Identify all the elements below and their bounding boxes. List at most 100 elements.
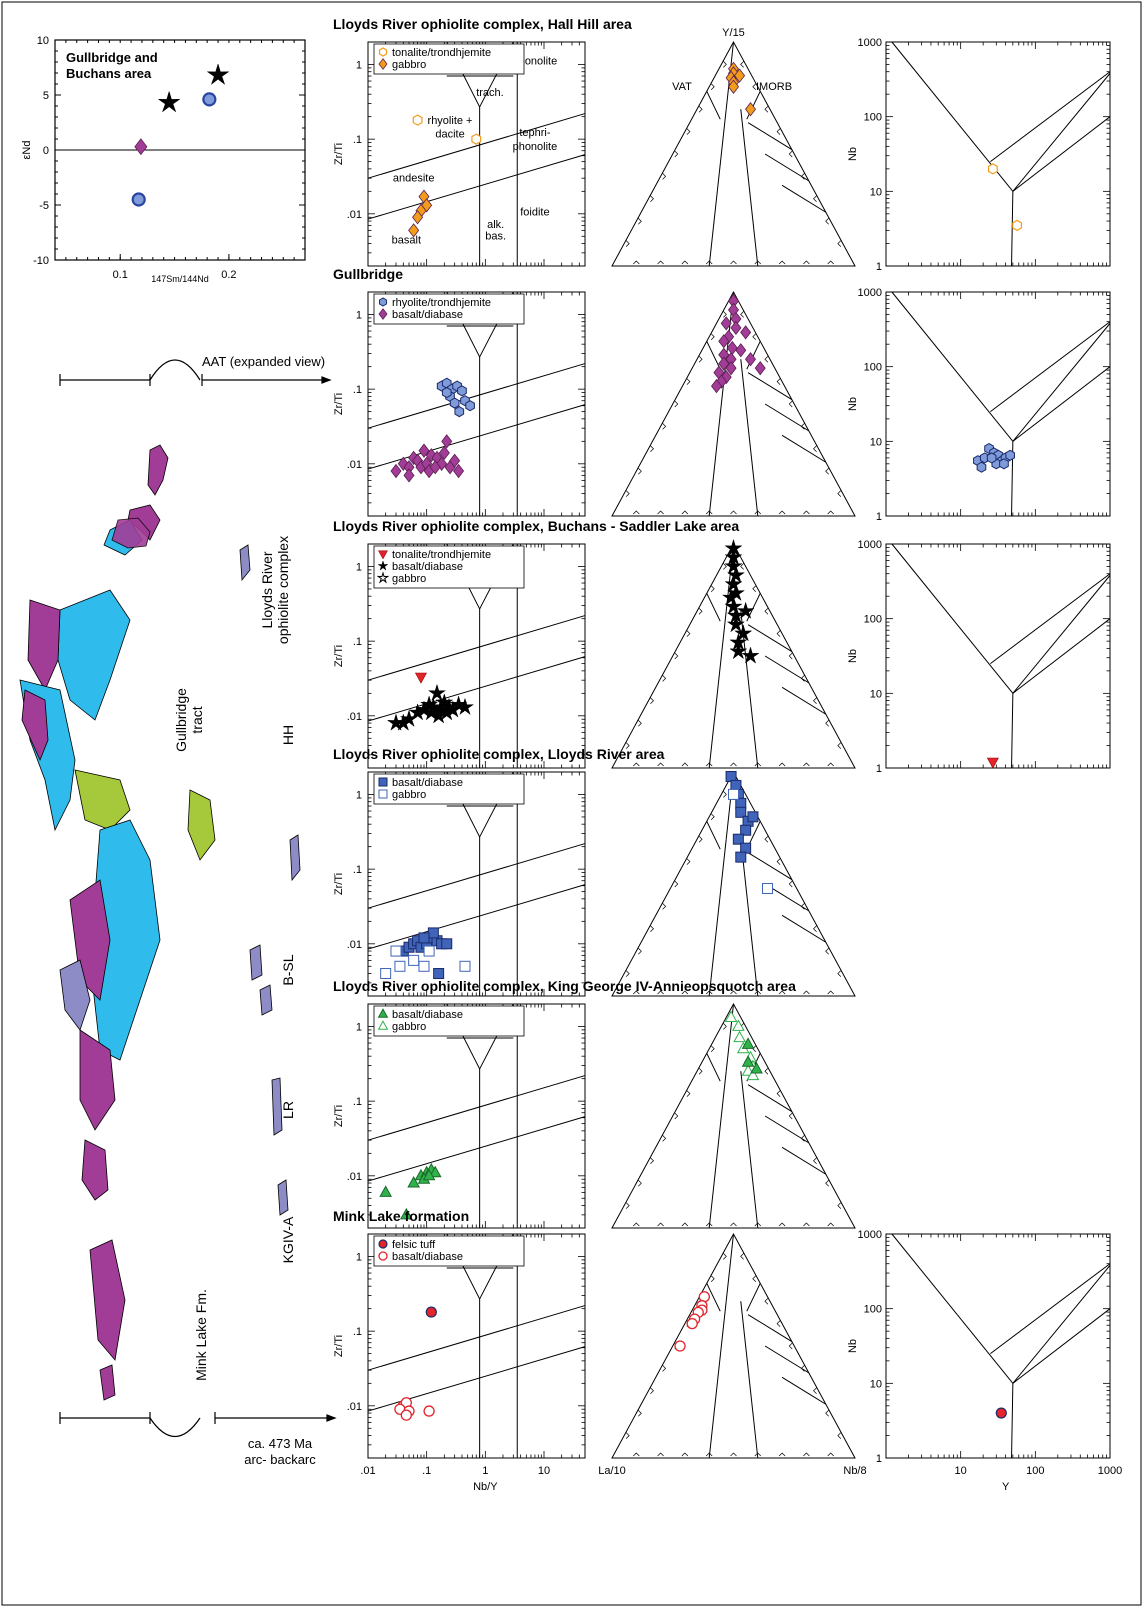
nby-point [995, 1407, 1007, 1419]
ternary-point [728, 788, 739, 800]
ternary-point [741, 646, 760, 664]
ternary-tick [813, 1157, 817, 1165]
zr-point [390, 945, 402, 957]
zr-legend-marker [378, 58, 388, 70]
ternary-line [781, 434, 827, 463]
nby-field-line [990, 1263, 1111, 1355]
ternary-tick [681, 1452, 689, 1457]
ternary-frame [611, 542, 856, 769]
ternary-tick [723, 791, 727, 798]
panel-row-4: Lloyds River ophiolite complex, King Geo… [333, 978, 856, 1229]
ternary-tick [662, 173, 667, 180]
zr-legend-label: basalt/diabase [392, 1251, 463, 1263]
ternary-tick [662, 1135, 667, 1142]
panel-row-0: Lloyds River ophiolite complex, Hall Hil… [333, 16, 1111, 273]
ternary-tick [800, 675, 805, 682]
ternary-tick [650, 1387, 654, 1395]
ternary-line [708, 109, 727, 267]
ternary-tick [625, 1202, 630, 1209]
nby-xlabel: Y [1002, 1481, 1010, 1493]
zr-ti-plot: 1 .1 .01 Zr/Ti .01 .1 1 10 Nb/Y felsic tuffbasalt… [333, 1233, 586, 1493]
nd-point [131, 192, 146, 207]
ternary-tick [681, 510, 689, 515]
ternary-tick [705, 762, 713, 767]
nby-xtick-label: 1000 [1098, 1465, 1122, 1477]
nby-ytick-label: 10 [870, 186, 882, 198]
ternary-tick [638, 1179, 642, 1187]
ternary-line [747, 1314, 793, 1342]
zr-ytick-label: .01 [347, 459, 362, 471]
zr-legend-box [373, 1235, 525, 1267]
zr-field-label: alk. [487, 219, 504, 231]
ternary-tick [800, 1135, 805, 1142]
ternary-point [734, 623, 753, 642]
ternary-tick [730, 260, 737, 265]
nd-ylabel: εNd [21, 141, 33, 160]
ternary-tick [723, 61, 727, 68]
nby-field-line [1012, 116, 1111, 192]
ternary-point [725, 361, 737, 376]
zr-legend-label: basalt/diabase [392, 1009, 463, 1021]
zr-ytick-label: .1 [353, 636, 362, 648]
ternary-point [727, 79, 740, 94]
zr-legend-marker [378, 789, 388, 799]
nby-field-line [1011, 191, 1014, 267]
ternary-tick [681, 1222, 689, 1227]
ternary-tick [754, 510, 762, 515]
nby-field-line [891, 1233, 1014, 1384]
ternary-tick [650, 445, 654, 453]
ternary-line [747, 122, 793, 150]
zr-xtick-label: 1 [482, 1465, 488, 1477]
nd-point [157, 90, 181, 113]
ternary-frame [611, 770, 856, 997]
ternary-point [740, 824, 752, 836]
ternary-tick [662, 903, 667, 910]
ternary-tick [633, 1452, 640, 1457]
zr-point [441, 938, 453, 950]
ternary-line [746, 341, 761, 370]
ternary-line [740, 1301, 759, 1459]
zr-legend-label: basalt/diabase [392, 309, 463, 321]
zr-ytick-label: .01 [347, 1171, 362, 1183]
ternary-line [706, 1283, 721, 1312]
ternary-tick [788, 150, 793, 158]
zr-point [457, 385, 467, 397]
lloyds-label-line2: ophiolite complex [275, 536, 291, 644]
top-bracket [59, 359, 332, 386]
ternary-tick [754, 1222, 762, 1227]
panel-row-1: Gullbridge 1 .1 .01 Zr/Ti rhyolite/trondhjemi… [333, 266, 1111, 523]
zr-point [419, 695, 439, 713]
ternary-tick [788, 1342, 793, 1350]
nby-ytick-label: 1 [876, 261, 882, 273]
ternary-frame [611, 1002, 856, 1229]
zr-field-line [367, 154, 586, 220]
ternary-tick [803, 1222, 810, 1227]
ternary-tick [752, 585, 757, 593]
nby-point [1005, 449, 1015, 461]
zr-legend-box [373, 293, 525, 325]
ternary-tick [686, 378, 691, 385]
zr-point [441, 434, 453, 449]
nby-point [976, 461, 987, 473]
ternary-tick [705, 990, 713, 995]
ternary-tick [764, 355, 769, 363]
ternary-tick [633, 1222, 640, 1227]
ternary-plot: Y/15 VAT IMORB [611, 27, 856, 267]
ternary-point [740, 325, 752, 340]
zr-ytick-label: .1 [353, 1096, 362, 1108]
nby-point [1012, 219, 1023, 232]
nby-ytick-label: 10 [870, 688, 882, 700]
zr-ylabel: Zr/Ti [333, 143, 345, 165]
ternary-plot [611, 1002, 856, 1229]
zr-point [449, 453, 461, 468]
ternary-tick [825, 1409, 829, 1417]
ternary-line [781, 1146, 827, 1175]
ternary-tick [638, 719, 642, 727]
ternary-tick [764, 105, 769, 113]
zr-point [380, 968, 392, 980]
zr-xtick-label: 10 [538, 1465, 550, 1477]
ternary-tick [827, 990, 834, 995]
